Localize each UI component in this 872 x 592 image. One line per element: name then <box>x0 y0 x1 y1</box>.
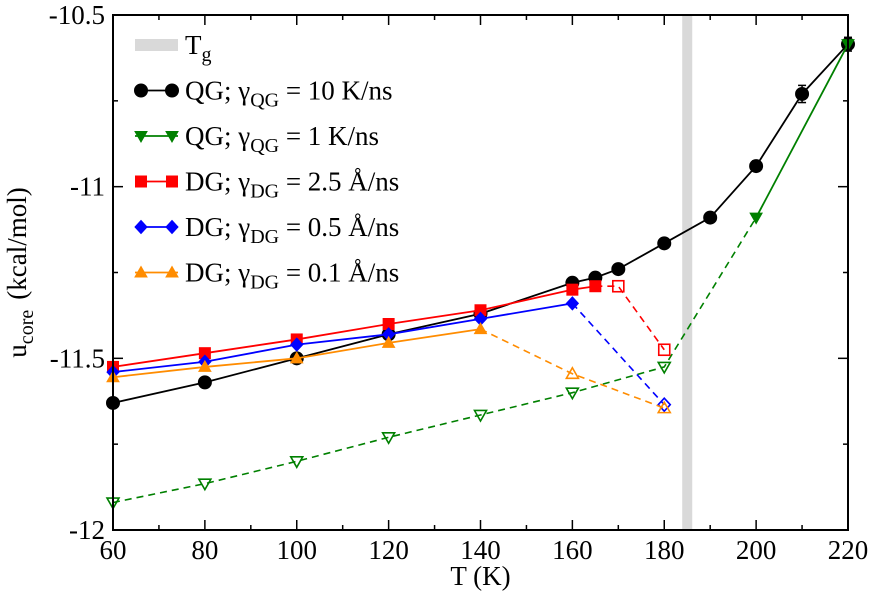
series-4-open-point <box>656 400 672 414</box>
ticks-layer: 60 80 100 120 140 160 180 200 220 -12 -11.5 -11 -10.… <box>49 0 869 565</box>
series-3-dashed-line <box>571 302 665 406</box>
x-tick-label: 180 <box>644 535 685 565</box>
series-4-point <box>198 359 212 372</box>
series-4 <box>106 322 672 414</box>
series-4-point <box>381 335 396 348</box>
series-1-open-point <box>289 456 305 469</box>
series-0-point <box>749 159 764 174</box>
series-2-line <box>112 285 596 368</box>
series-layer <box>105 36 855 511</box>
series-3-point <box>290 337 304 352</box>
x-tick-label: 140 <box>460 535 501 565</box>
y-tick-label: -10.5 <box>49 0 105 30</box>
x-tick-label: 160 <box>552 535 593 565</box>
series-4-open-point <box>564 366 580 380</box>
y-tick-label: -11 <box>70 172 105 202</box>
legend-label-0-sub: QG <box>250 89 279 111</box>
series-0-point <box>611 262 626 277</box>
y-axis-label-sub: core <box>16 310 38 345</box>
series-1-open-point <box>564 387 580 401</box>
x-tick-label: 60 <box>100 535 127 565</box>
legend-marker-1 <box>165 131 179 144</box>
y-tick-label: -12 <box>69 515 105 545</box>
legend-swatch-tg <box>135 39 178 51</box>
legend-marker-0 <box>134 83 148 98</box>
series-0-point <box>197 375 212 390</box>
series-4-point <box>289 351 304 364</box>
legend-label-0-post: = 10 K/ns <box>279 76 392 106</box>
legend-label-tg-main: T <box>185 30 202 60</box>
legend-marker-0 <box>165 83 179 98</box>
legend-label-4-sub: DG <box>250 271 279 293</box>
legend-marker-3 <box>134 219 148 235</box>
y-axis-label-rest: (kcal/mol) <box>2 187 32 299</box>
series-3-point <box>565 296 580 311</box>
series-3 <box>106 296 672 413</box>
legend-label-1-post: = 1 K/ns <box>279 121 379 151</box>
series-2-point <box>566 283 579 296</box>
legend-label-3-post: = 0.5 Å/ns <box>279 212 399 242</box>
legend-label-4-pre: DG; γ <box>185 258 250 288</box>
legend-label-4-post: = 0.1 Å/ns <box>279 258 399 288</box>
legend-label-3-sub: DG <box>250 226 279 248</box>
x-tick-label: 120 <box>368 535 409 565</box>
legend-label-1: QG; γQG = 1 K/ns <box>185 121 379 157</box>
series-1-line <box>755 43 849 218</box>
series-4-dashed-line <box>480 328 665 409</box>
series-3-line <box>112 302 573 373</box>
series-2-point <box>589 280 602 293</box>
legend-marker-3 <box>165 219 179 235</box>
series-1-dashed-line <box>112 217 757 504</box>
legend-label-2-pre: DG; γ <box>185 167 250 197</box>
series-2-open-point <box>612 279 625 293</box>
legend-marker-4 <box>134 265 148 278</box>
legend-marker-4 <box>165 265 179 278</box>
series-1-open-point <box>381 431 397 445</box>
x-tick-label: 220 <box>828 535 869 565</box>
legend-item-2: DG; γDG = 2.5 Å/ns <box>135 167 399 203</box>
y-tick-label: -11.5 <box>50 343 105 373</box>
y-axis-label-main: u <box>2 344 32 358</box>
legend-label-0-pre: QG; γ <box>185 76 250 106</box>
legend-label-2-post: = 2.5 Å/ns <box>279 167 399 197</box>
legend-label-2-sub: DG <box>250 180 279 202</box>
legend-item-0: QG; γQG = 10 K/ns <box>134 76 393 112</box>
legend-label-1-sub: QG <box>250 135 279 157</box>
legend-label-tg: Tg <box>185 30 212 66</box>
y-axis-label: ucore (kcal/mol) <box>2 187 38 357</box>
legend-label-1-pre: QG; γ <box>185 121 250 151</box>
series-4-point <box>473 322 488 335</box>
legend-label-tg-sub: g <box>202 44 212 66</box>
series-0-point <box>657 236 672 251</box>
series-2-open-point <box>657 343 671 357</box>
series-2-dashed-line <box>595 285 665 351</box>
x-tick-label: 100 <box>277 535 318 565</box>
x-tick-label: 80 <box>191 535 218 565</box>
series-2 <box>107 279 671 373</box>
legend-marker-2 <box>166 175 178 188</box>
legend-item-3: DG; γDG = 0.5 Å/ns <box>134 212 399 248</box>
legend-label-3: DG; γDG = 0.5 Å/ns <box>185 212 399 248</box>
legend-marker-2 <box>135 175 147 188</box>
series-1-open-point <box>197 478 213 492</box>
series-1-point <box>749 212 763 225</box>
tg-band <box>682 15 693 530</box>
legend-marker-1 <box>134 131 148 144</box>
legend-item-4: DG; γDG = 0.1 Å/ns <box>134 258 399 294</box>
legend-label-2: DG; γDG = 2.5 Å/ns <box>185 167 399 203</box>
legend-label-0: QG; γQG = 10 K/ns <box>185 76 393 112</box>
series-1-open-point <box>656 361 672 375</box>
series-0-point <box>795 86 810 101</box>
series-3-open-point <box>657 397 672 413</box>
x-tick-label: 200 <box>736 535 777 565</box>
series-1-open-point <box>473 409 488 423</box>
series-0-point <box>703 210 718 225</box>
legend-label-3-pre: DG; γ <box>185 212 250 242</box>
legend-label-4: DG; γDG = 0.1 Å/ns <box>185 258 399 294</box>
legend-item-1: QG; γQG = 1 K/ns <box>134 121 379 157</box>
x-axis-label: T (K) <box>450 561 510 591</box>
